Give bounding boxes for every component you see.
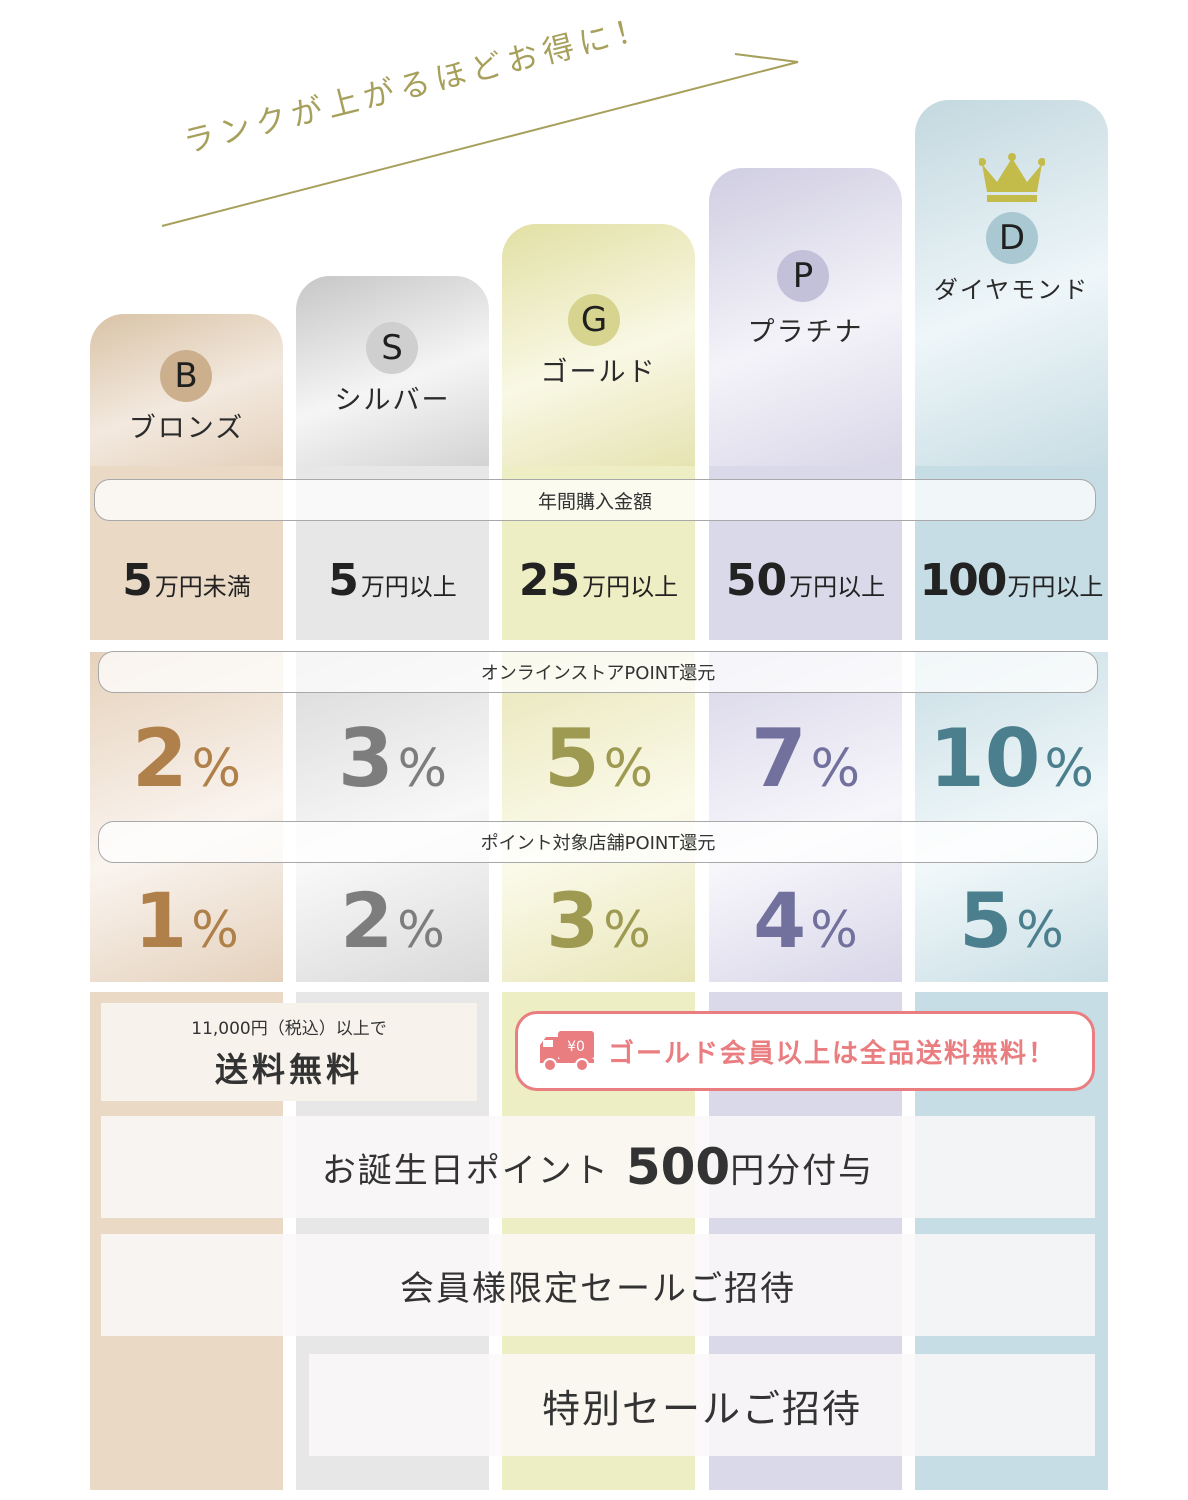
truck-icon: ¥0 (540, 1031, 594, 1072)
online-point-label: オンラインストアPOINT還元 (98, 651, 1098, 693)
gold-badge: G (568, 294, 620, 346)
birthday-amount: 500 (625, 1138, 731, 1196)
gold-header: G ゴールド (502, 224, 695, 466)
diamond-header: D ダイヤモンド (915, 100, 1108, 466)
store-point-label: ポイント対象店舗POINT還元 (98, 821, 1098, 863)
member-sale-row: 会員様限定セールご招待 (101, 1234, 1095, 1336)
gold-amount: 25 万円以上 (518, 555, 679, 606)
diamond-badge: D (986, 212, 1038, 264)
platinum-amount: 50 万円以上 (725, 555, 886, 606)
platinum-header: P プラチナ (709, 168, 902, 466)
gold-percent-band (502, 652, 695, 982)
annual-amount-label: 年間購入金額 (94, 479, 1096, 521)
gold-store-percent: 3% (546, 876, 651, 965)
platinum-name: プラチナ (747, 317, 864, 348)
diamond-percent-band (915, 652, 1108, 982)
silver-badge: S (366, 322, 418, 374)
gold-name: ゴールド (540, 357, 657, 388)
headline-arrow-line (161, 53, 799, 227)
bronze-name: ブロンズ (128, 413, 245, 444)
diamond-name: ダイヤモンド (933, 276, 1090, 304)
gold-online-percent: 5% (543, 712, 654, 805)
crown-icon (979, 153, 1045, 202)
platinum-badge: P (777, 250, 829, 302)
birthday-point-row: お誕生日ポイント 500 円分付与 (101, 1116, 1095, 1218)
silver-percent-band (296, 652, 489, 982)
silver-name: シルバー (334, 385, 451, 416)
bronze-header: B ブロンズ (90, 314, 283, 466)
special-sale-row: 特別セールご招待 (309, 1354, 1095, 1456)
silver-store-percent: 2% (340, 876, 445, 965)
birthday-suffix: 円分付与 (730, 1150, 875, 1191)
separator (90, 640, 1110, 652)
free-shipping-condition: 11,000円（税込）以上で (191, 1018, 387, 1039)
silver-amount: 5 万円以上 (328, 555, 457, 606)
diamond-amount: 100 万円以上 (919, 555, 1104, 606)
bronze-badge: B (160, 350, 212, 402)
silver-online-percent: 3% (337, 712, 448, 805)
diamond-online-percent: 10% (929, 712, 1094, 805)
platinum-online-percent: 7% (750, 712, 861, 805)
diamond-store-percent: 5% (959, 876, 1064, 965)
free-shipping-box: 11,000円（税込）以上で 送料無料 (101, 1003, 477, 1101)
bronze-percent-band (90, 652, 283, 982)
platinum-percent-band (709, 652, 902, 982)
gold-free-shipping-banner: ¥0 ゴールド会員以上は全品送料無料！ (515, 1011, 1095, 1091)
bronze-amount: 5 万円未満 (122, 555, 251, 606)
platinum-store-percent: 4% (753, 876, 858, 965)
birthday-label: お誕生日ポイント (321, 1150, 610, 1191)
bronze-store-percent: 1% (134, 876, 239, 965)
separator (90, 982, 1110, 992)
gold-free-shipping-text: ゴールド会員以上は全品送料無料！ (608, 1038, 1057, 1069)
silver-header: S シルバー (296, 276, 489, 466)
free-shipping-title: 送料無料 (215, 1049, 363, 1089)
truck-label: ¥0 (567, 1039, 585, 1055)
bronze-online-percent: 2% (131, 712, 242, 805)
